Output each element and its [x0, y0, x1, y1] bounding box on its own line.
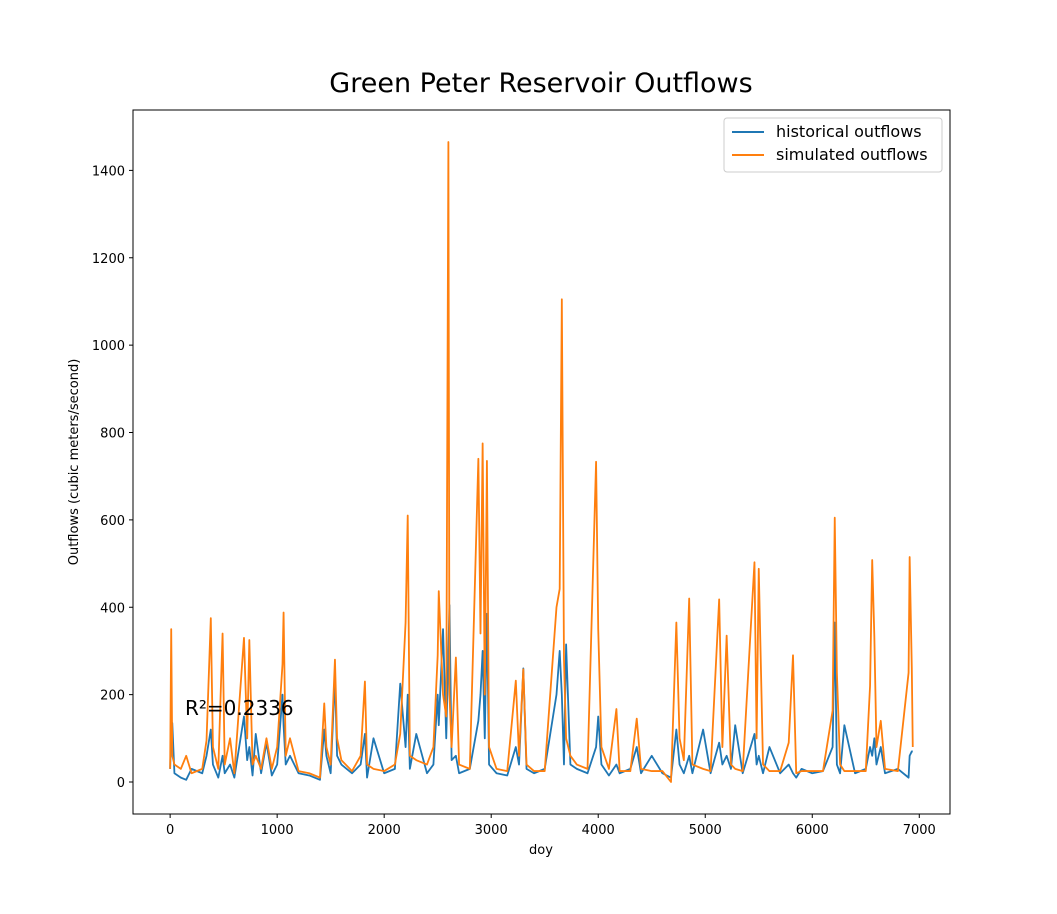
x-tick-label: 2000: [368, 823, 401, 838]
series-line: [169, 141, 914, 783]
legend-box: [723, 117, 943, 173]
legend-label: simulated outflows: [776, 145, 928, 164]
x-tick-label: 3000: [475, 823, 508, 838]
chart-title: Green Peter Reservoir Outflows: [329, 68, 752, 99]
y-tick-label: 800: [100, 427, 125, 442]
y-tick-label: 1400: [92, 164, 125, 179]
series-line: [169, 604, 913, 781]
y-tick-label: 200: [100, 689, 125, 704]
y-axis-label: Outflows (cubic meters/second): [67, 359, 82, 566]
x-tick-label: 7000: [903, 823, 936, 838]
y-tick-label: 1000: [92, 339, 125, 354]
annotation: R²=0.2336: [185, 696, 294, 720]
y-tick-label: 1200: [92, 252, 125, 267]
x-tick-label: 0: [166, 823, 174, 838]
legend-label: historical outflows: [776, 122, 922, 141]
x-tick-label: 5000: [689, 823, 722, 838]
y-tick-label: 400: [100, 601, 125, 616]
plot-frame: [132, 109, 951, 815]
x-tick-label: 4000: [582, 823, 615, 838]
y-tick-label: 600: [100, 514, 125, 529]
x-tick-label: 6000: [796, 823, 829, 838]
y-tick-label: 0: [117, 776, 125, 791]
x-axis-label: doy: [529, 843, 553, 858]
x-tick-label: 1000: [261, 823, 294, 838]
